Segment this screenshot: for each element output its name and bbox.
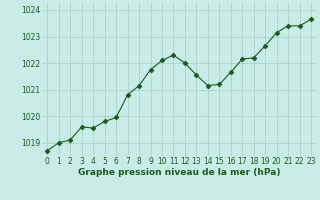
X-axis label: Graphe pression niveau de la mer (hPa): Graphe pression niveau de la mer (hPa) [78, 168, 280, 177]
